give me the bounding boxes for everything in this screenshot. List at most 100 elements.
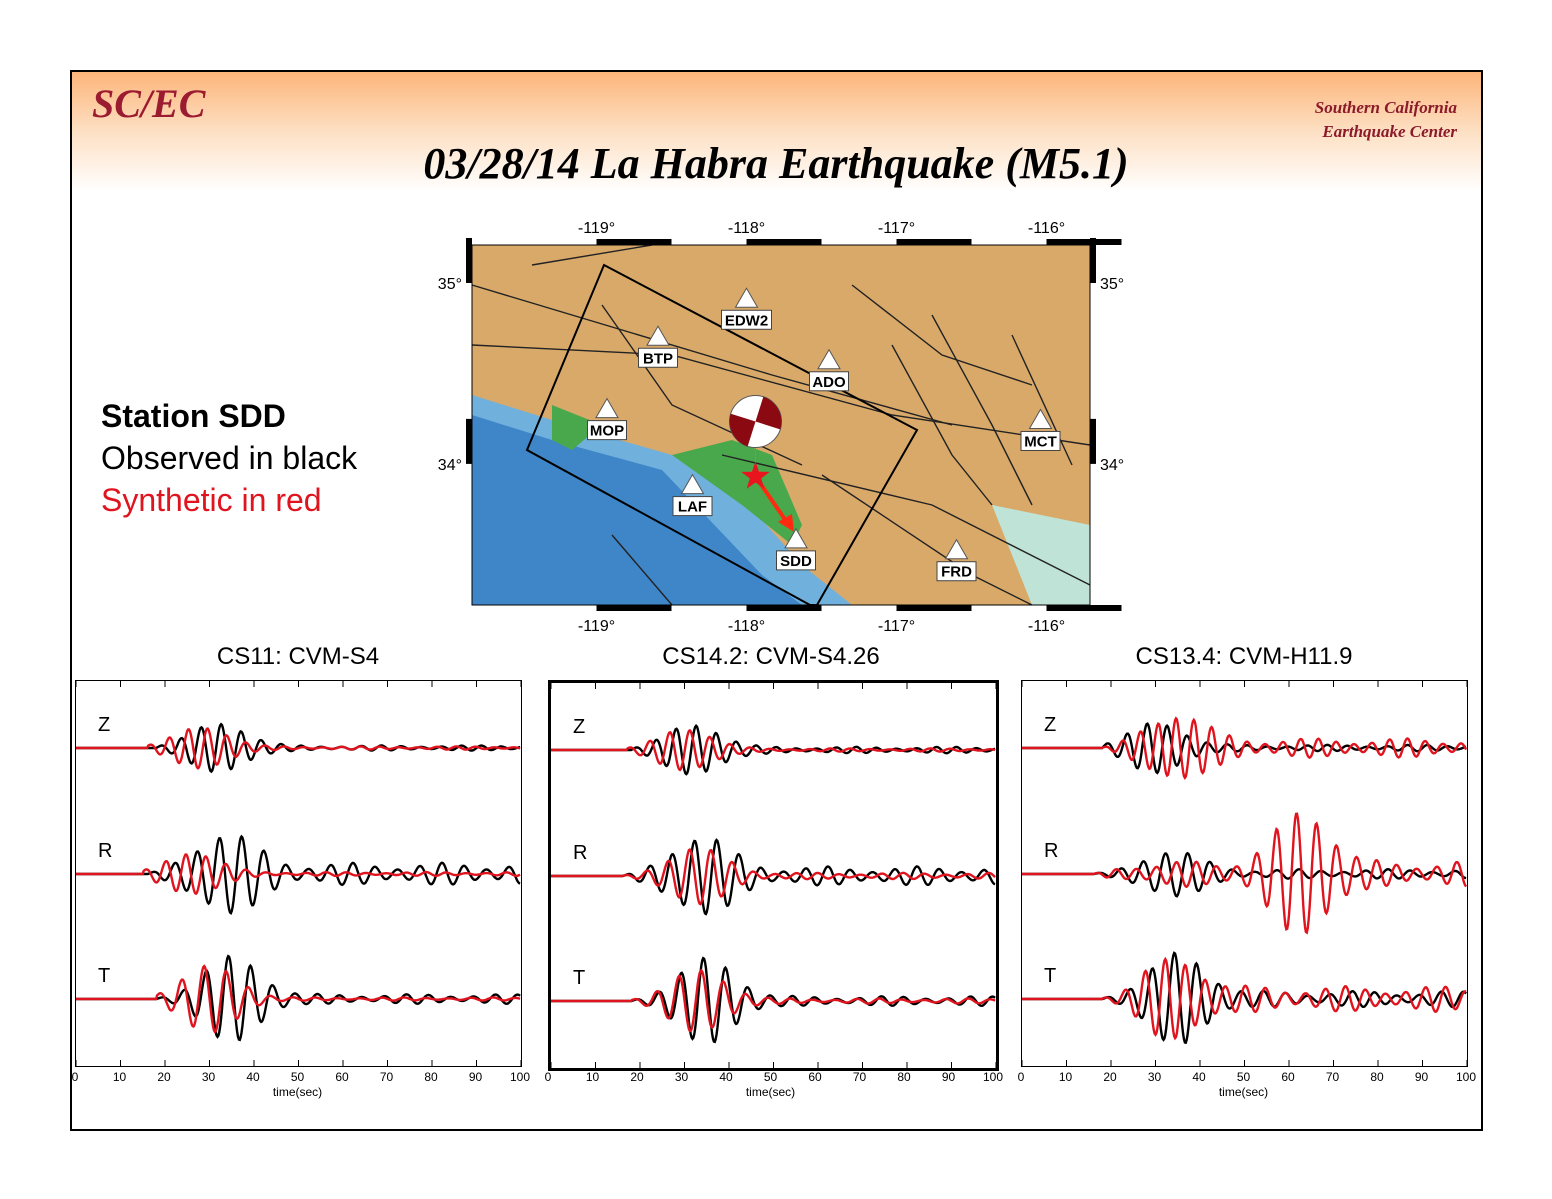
station-edw2: EDW2 — [721, 287, 772, 330]
x-tick-label: 100 — [509, 1070, 531, 1084]
scec-logo: SC/EC — [92, 81, 206, 126]
x-tick-label: 80 — [424, 1070, 438, 1084]
x-tick-label: 50 — [763, 1070, 778, 1084]
lon-tick-top: -119° — [578, 220, 615, 237]
frame-tick — [746, 239, 822, 245]
station-label: EDW2 — [725, 312, 768, 329]
lon-tick-bottom: -119° — [578, 618, 615, 635]
fault-line — [851, 284, 1033, 386]
fault-line — [1011, 334, 1073, 466]
x-tick-label: 10 — [1058, 1070, 1073, 1084]
x-tick-label: 70 — [1325, 1070, 1340, 1084]
x-tick-label: 40 — [246, 1070, 260, 1084]
station-map: -119° -119° -118° -118° -117° -117° -116° -116°… — [438, 220, 1124, 635]
station-label-box — [809, 371, 849, 392]
station-triangle-icon — [784, 527, 808, 549]
station-label: ADO — [812, 374, 846, 391]
station-triangle-icon — [734, 287, 759, 308]
x-tick-label: 90 — [941, 1070, 956, 1084]
frame-tick — [466, 237, 472, 283]
waveform-panel: Z R T — [1021, 680, 1468, 1067]
beachball-quadrant — [755, 396, 782, 430]
salton-sea — [992, 505, 1090, 605]
x-tick-label: 40 — [1192, 1070, 1206, 1084]
x-tick-label: 0 — [544, 1070, 552, 1084]
waveform-plot — [76, 681, 521, 1066]
station-label: SDD — [780, 553, 812, 570]
x-tick-label: 80 — [1370, 1070, 1384, 1084]
x-tick-label: 100 — [982, 1070, 1004, 1084]
trace-label-z: Z — [98, 714, 111, 736]
station-triangle-icon — [944, 538, 969, 560]
x-tick-label: 70 — [379, 1070, 394, 1084]
station-laf: LAF — [672, 473, 713, 517]
x-tick-label: 60 — [335, 1070, 349, 1084]
waveform-plot — [1022, 681, 1467, 1066]
x-tick-label: 100 — [1455, 1070, 1477, 1084]
station-label-box — [638, 347, 678, 368]
station-label: BTP — [643, 350, 673, 367]
fault-line — [721, 454, 1091, 586]
lat-tick-left: 34° — [438, 457, 462, 474]
organization-name: Southern California Earthquake Center — [1315, 96, 1457, 144]
fault-line — [931, 314, 1033, 506]
station-label-box — [587, 420, 627, 441]
x-tick-label: 50 — [1236, 1070, 1251, 1084]
panel-title: CS11: CVM-S4 — [216, 643, 380, 670]
trace-label-r: R — [1044, 840, 1059, 862]
observed-trace-z — [76, 722, 521, 774]
synthetic-trace-z — [76, 727, 521, 770]
x-tick-label: 20 — [1103, 1070, 1117, 1084]
station-label-box — [672, 496, 713, 517]
synthetic-trace-z — [551, 728, 996, 772]
trace-label-t: T — [573, 967, 586, 989]
station-frd: FRD — [936, 538, 977, 582]
x-tick-label: 0 — [1017, 1070, 1025, 1084]
trace-label-z: Z — [573, 716, 586, 738]
trace-label-z: Z — [1044, 714, 1057, 736]
x-tick-label: 60 — [808, 1070, 822, 1084]
waveform-plot — [551, 683, 996, 1068]
station-triangle-icon — [817, 348, 841, 370]
x-tick-label: 20 — [157, 1070, 171, 1084]
panel-title: CS13.4: CVM-H11.9 — [1135, 643, 1353, 670]
x-axis-label: time(sec) — [1218, 1085, 1269, 1099]
station-mct: MCT — [1020, 408, 1061, 451]
frame-tick — [1090, 418, 1096, 464]
beachball-quadrant — [729, 413, 756, 447]
trace-label-t: T — [98, 965, 111, 987]
arrow-head-icon — [778, 513, 794, 532]
legend-observed: Observed in black — [101, 440, 358, 476]
x-tick-label: 50 — [290, 1070, 305, 1084]
synthetic-trace-t — [1022, 956, 1467, 1041]
station-triangle-icon — [646, 325, 670, 346]
x-tick-label: 20 — [630, 1070, 644, 1084]
x-tick-label: 30 — [1147, 1070, 1162, 1084]
fault-line — [891, 344, 993, 506]
legend-synthetic: Synthetic in red — [101, 482, 322, 518]
station-triangle-icon — [680, 473, 705, 495]
lat-tick-right: 35° — [1100, 276, 1124, 293]
lat-tick-left: 35° — [438, 276, 462, 293]
station-label-box — [776, 550, 816, 571]
x-axis-label: time(sec) — [745, 1085, 796, 1099]
legend-station: Station SDD — [101, 398, 286, 434]
lon-tick-bottom: -117° — [878, 618, 915, 635]
frame-tick — [896, 605, 972, 611]
frame-tick — [596, 239, 672, 245]
station-label-box — [721, 309, 772, 330]
station-label: MCT — [1024, 433, 1057, 450]
x-tick-label: 90 — [1414, 1070, 1429, 1084]
x-tick-label: 60 — [1281, 1070, 1295, 1084]
lon-tick-top: -117° — [878, 220, 915, 237]
x-tick-label: 40 — [719, 1070, 733, 1084]
station-sdd: SDD — [776, 527, 816, 571]
station-mop: MOP — [587, 397, 627, 441]
trace-label-r: R — [98, 840, 113, 862]
epicenter-star-icon — [741, 461, 770, 489]
station-triangle-icon — [595, 397, 619, 419]
x-tick-label: 90 — [468, 1070, 483, 1084]
x-tick-label: 0 — [71, 1070, 79, 1084]
frame-tick — [746, 605, 822, 611]
ventura-basin — [552, 405, 602, 450]
